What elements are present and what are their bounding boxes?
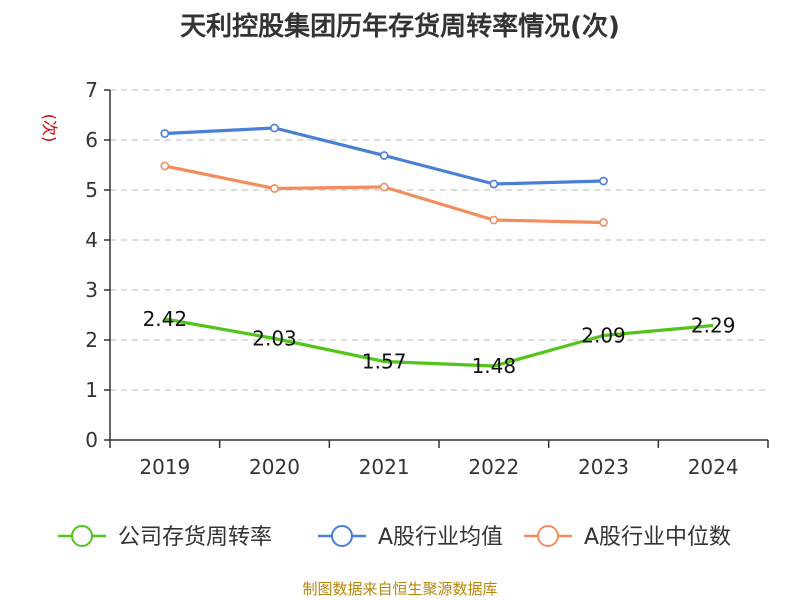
- y-tick-label: 7: [85, 78, 98, 102]
- series-point: [599, 176, 608, 186]
- series-point: [599, 218, 608, 227]
- y-tick-label: 6: [85, 128, 98, 152]
- chart-title: 天利控股集团历年存货周转率情况(次): [180, 12, 620, 42]
- y-tick-label: 2: [85, 328, 98, 352]
- data-label: 2.09: [581, 324, 626, 348]
- series-point: [489, 215, 499, 225]
- y-tick-label: 4: [85, 228, 98, 252]
- legend: 公司存货周转率 A股行业均值 A股行业中位数: [58, 525, 731, 550]
- data-label: 2.03: [252, 327, 297, 351]
- y-axis-label: (次): [40, 114, 59, 143]
- series-point: [270, 184, 279, 193]
- legend-marker-circle: [537, 525, 559, 547]
- data-label: 2.42: [143, 307, 188, 331]
- legend-label: 公司存货周转率: [118, 525, 272, 550]
- series: [160, 123, 714, 368]
- x-tick-label: 2021: [359, 455, 410, 479]
- axes: 0 1 2 3 4 5 6 7 2019 2020 2021 2022 2023 2024: [85, 78, 769, 479]
- data-label: 2.29: [691, 314, 736, 338]
- legend-marker-circle: [71, 525, 93, 547]
- series-point: [270, 123, 279, 133]
- series-point: [379, 182, 389, 192]
- series-point: [160, 161, 170, 171]
- y-tick-label: 5: [85, 178, 98, 202]
- data-labels: 2.42 2.03 1.57 1.48 2.09 2.29: [143, 307, 736, 378]
- legend-marker-circle: [331, 525, 353, 547]
- y-tick-label: 3: [85, 278, 98, 302]
- source-note: 制图数据来自恒生聚源数据库: [302, 580, 498, 598]
- series-point: [160, 129, 170, 138]
- series-line-0: [164, 317, 714, 368]
- series-point: [379, 151, 389, 160]
- legend-label: A股行业均值: [378, 525, 503, 550]
- x-tick-label: 2024: [688, 455, 739, 479]
- x-tick-label: 2023: [578, 455, 629, 479]
- data-label: 1.57: [362, 350, 407, 374]
- y-tick-label: 1: [85, 378, 98, 402]
- series-line-2: [164, 164, 604, 225]
- y-tick-label: 0: [85, 428, 98, 452]
- x-tick-label: 2019: [139, 455, 190, 479]
- series-point: [489, 179, 499, 189]
- x-tick-label: 2020: [249, 455, 300, 479]
- data-label: 1.48: [472, 354, 517, 378]
- legend-label: A股行业中位数: [584, 525, 731, 550]
- grid-lines: [110, 89, 768, 391]
- x-tick-label: 2022: [468, 455, 519, 479]
